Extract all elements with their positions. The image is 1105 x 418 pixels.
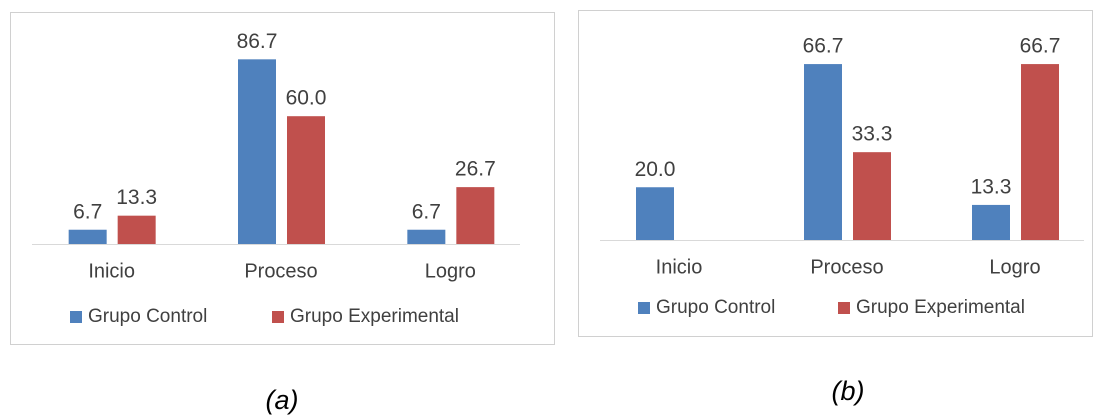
data-label: 33.3 bbox=[852, 123, 893, 146]
legend-label: Grupo Control bbox=[88, 306, 207, 327]
x-tick-label: Proceso bbox=[244, 260, 317, 282]
bar bbox=[1021, 64, 1059, 240]
bar bbox=[804, 64, 842, 240]
legend-swatch bbox=[638, 302, 650, 314]
legend-swatch bbox=[838, 302, 850, 314]
caption: (a) bbox=[266, 385, 299, 415]
data-label: 13.3 bbox=[971, 175, 1012, 198]
bar bbox=[636, 187, 674, 240]
data-label: 13.3 bbox=[116, 186, 157, 209]
caption: (b) bbox=[832, 376, 865, 406]
data-label: 20.0 bbox=[635, 158, 676, 181]
legend-swatch bbox=[272, 311, 284, 323]
bar bbox=[117, 215, 156, 244]
bar bbox=[287, 116, 325, 244]
bar bbox=[238, 59, 276, 245]
data-label: 6.7 bbox=[412, 200, 441, 223]
data-label: 60.0 bbox=[286, 87, 327, 110]
data-label: 86.7 bbox=[237, 30, 278, 53]
data-label: 26.7 bbox=[455, 158, 496, 181]
bar bbox=[68, 229, 107, 244]
x-tick-label: Logro bbox=[425, 260, 476, 282]
x-tick-label: Proceso bbox=[810, 256, 883, 278]
x-tick-label: Inicio bbox=[88, 260, 135, 282]
data-label: 66.7 bbox=[803, 35, 844, 58]
chart-frame bbox=[578, 10, 1093, 337]
data-label: 66.7 bbox=[1020, 35, 1061, 58]
legend-label: Grupo Experimental bbox=[856, 297, 1025, 318]
legend-label: Grupo Control bbox=[656, 297, 775, 318]
chart-frame bbox=[10, 12, 555, 345]
x-tick-label: Logro bbox=[989, 256, 1040, 278]
x-tick-label: Inicio bbox=[656, 256, 703, 278]
legend-label: Grupo Experimental bbox=[290, 306, 459, 327]
legend-swatch bbox=[70, 311, 82, 323]
bar bbox=[853, 152, 891, 240]
bar bbox=[407, 229, 446, 244]
bar bbox=[972, 204, 1010, 240]
bar bbox=[456, 187, 495, 244]
data-label: 6.7 bbox=[73, 200, 102, 223]
